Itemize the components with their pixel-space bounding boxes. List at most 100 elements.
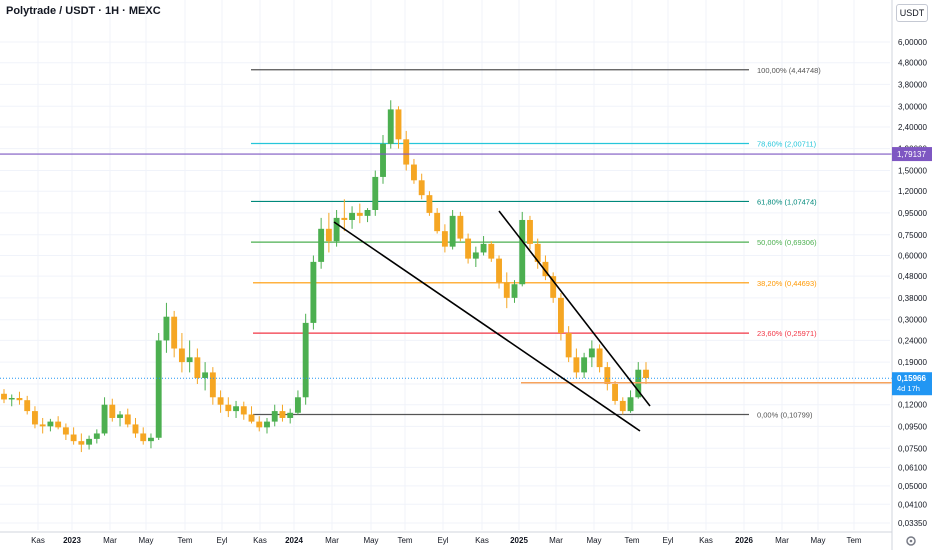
candle: [581, 352, 588, 379]
price-axis[interactable]: 6,000004,800003,800003,000002,400001,900…: [891, 0, 932, 550]
candle-body: [186, 357, 193, 363]
candle-body: [604, 367, 611, 385]
candle: [310, 255, 317, 330]
fib-level-label: 50,00% (0,69306): [757, 238, 817, 247]
candle-body: [271, 411, 278, 422]
candle-body: [488, 243, 495, 259]
time-tick-label: Tem: [177, 536, 192, 545]
candle-body: [325, 228, 332, 242]
candle-body: [380, 143, 386, 177]
candle: [1, 389, 7, 404]
time-tick-label: May: [810, 536, 825, 545]
time-tick-label: 2025: [510, 536, 528, 545]
candle-body: [217, 397, 224, 405]
candle: [643, 362, 649, 385]
candle: [294, 390, 301, 415]
candle: [372, 170, 379, 216]
price-tick-label: 0,38000: [898, 294, 927, 303]
candle-body: [140, 433, 147, 442]
candle-body: [411, 164, 417, 181]
candle-body: [480, 243, 487, 253]
time-axis[interactable]: Kas 2023 Mar May Tem Eyl Kas 2024 Mar May Tem Eyl Ka…: [0, 531, 916, 546]
time-tick-label: Kas: [475, 536, 489, 545]
time-tick-label: Eyl: [437, 536, 448, 545]
candle: [264, 417, 270, 434]
candle: [364, 208, 371, 223]
candle-body: [93, 433, 100, 439]
candle-body: [418, 180, 425, 196]
candle: [202, 362, 209, 391]
candle: [395, 106, 402, 149]
candle: [356, 203, 363, 224]
candle: [47, 418, 54, 432]
price-tick-label: 0,04100: [898, 500, 927, 509]
candle-body: [101, 404, 108, 434]
candle-body: [441, 231, 448, 247]
candle: [411, 158, 417, 184]
time-tick-label: Tem: [624, 536, 639, 545]
candle: [333, 209, 340, 247]
price-tick-label: 1,20000: [898, 187, 927, 196]
time-tick-label: Kas: [31, 536, 45, 545]
upper-trendline: [498, 210, 651, 407]
currency-button[interactable]: USDT: [896, 4, 928, 22]
candle-body: [109, 404, 116, 418]
candle: [418, 173, 425, 200]
time-tick-label: 2023: [63, 536, 81, 545]
candle-body: [627, 397, 634, 412]
candle-body: [341, 217, 348, 220]
candle: [527, 215, 533, 250]
candle-body: [472, 252, 479, 259]
candle-body: [294, 397, 301, 413]
candle: [78, 433, 85, 453]
candle-body: [240, 406, 247, 415]
trendlines[interactable]: [0, 153, 892, 432]
candle-body: [557, 297, 564, 334]
price-tick-label: 0,24000: [898, 336, 927, 345]
candle: [341, 199, 348, 232]
candle-body: [148, 437, 154, 442]
last-price-label: 0,15966: [897, 374, 926, 383]
candle: [496, 255, 502, 289]
candle-body: [542, 261, 549, 277]
candle: [101, 397, 108, 436]
candle: [619, 397, 626, 415]
fibonacci-retracement[interactable]: 100,00% (4,44748) 78,60% (2,00711) 61,80% …: [251, 66, 821, 420]
price-tick-label: 1,50000: [898, 167, 927, 176]
horizontal-line-price-tag: [892, 147, 932, 162]
candle: [186, 340, 193, 373]
time-tick-label: May: [363, 536, 378, 545]
candle-body: [171, 316, 178, 349]
candle: [612, 380, 618, 405]
candle-body: [426, 195, 433, 213]
candle-body: [457, 215, 464, 239]
candle: [434, 208, 441, 234]
candle: [163, 302, 170, 353]
price-tick-label: 4,80000: [898, 59, 927, 68]
candle-body: [356, 212, 363, 216]
price-tick-label: 0,09500: [898, 422, 927, 431]
candle: [449, 209, 456, 250]
candle-body: [132, 424, 139, 434]
candle-body: [24, 400, 31, 412]
candle-body: [47, 421, 54, 427]
candle-body: [619, 400, 626, 412]
candle: [248, 406, 255, 424]
candle: [441, 224, 448, 253]
price-tick-label: 0,95000: [898, 209, 927, 218]
candle-body: [550, 276, 557, 298]
fib-level-label: 38,20% (0,44693): [757, 279, 817, 288]
candle: [93, 429, 100, 444]
candle: [325, 212, 332, 253]
time-tick-label: Mar: [103, 536, 117, 545]
candle-body: [117, 414, 123, 418]
lower-trendline: [333, 221, 641, 432]
candle-body: [612, 384, 618, 401]
candle-body: [32, 411, 38, 425]
gear-icon[interactable]: [906, 536, 916, 546]
candle: [109, 398, 116, 422]
candle: [387, 100, 394, 149]
candle: [178, 333, 185, 373]
candle-body: [534, 243, 541, 262]
